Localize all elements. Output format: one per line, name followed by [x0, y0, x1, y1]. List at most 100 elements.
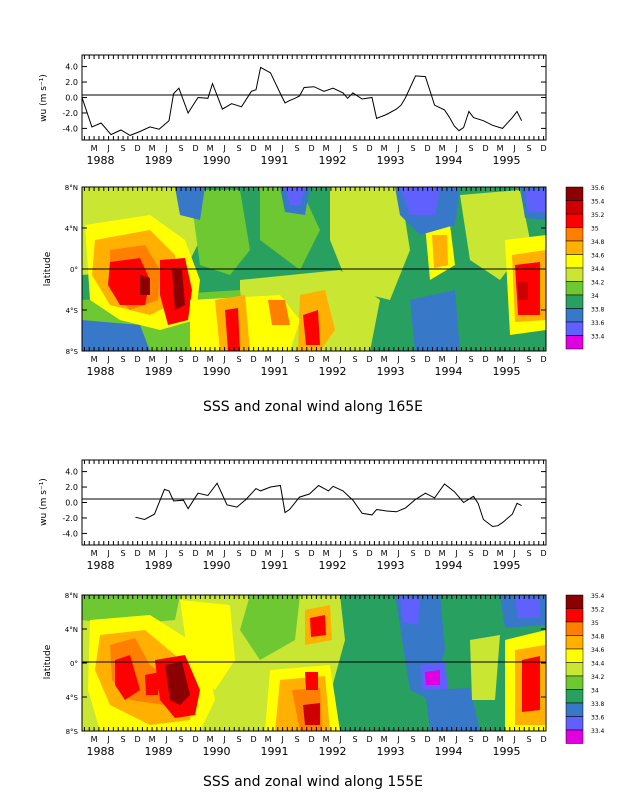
colorbar-label: 34.4	[591, 661, 605, 668]
month-tick-label: S	[295, 355, 300, 364]
year-tick-label: 1989	[145, 365, 173, 378]
month-tick-label: S	[527, 549, 532, 558]
month-tick-label: J	[512, 735, 515, 744]
contour-region	[305, 672, 318, 690]
month-tick-label: S	[121, 355, 126, 364]
latitude-tick-label: 8°N	[65, 184, 78, 192]
month-tick-label: J	[280, 735, 283, 744]
colorbar-label: 34	[591, 688, 599, 695]
contour-region	[522, 656, 540, 712]
month-tick-label: D	[366, 735, 372, 744]
month-tick-label: M	[91, 735, 98, 744]
year-tick-label: 1991	[261, 154, 289, 167]
y-tick-label: -2.0	[62, 109, 78, 118]
month-tick-label: J	[512, 549, 515, 558]
y-tick-label: -4.0	[62, 529, 78, 538]
colorbar-label: 35	[591, 226, 599, 233]
month-tick-label: M	[207, 735, 214, 744]
month-tick-label: J	[222, 735, 225, 744]
year-tick-label: 1988	[87, 154, 115, 167]
contour-region	[330, 187, 410, 300]
sss-heatmap-155e	[82, 595, 546, 731]
month-tick-label: J	[106, 735, 109, 744]
month-tick-label: D	[192, 735, 198, 744]
month-tick-label: S	[411, 735, 416, 744]
month-tick-label: J	[164, 355, 167, 364]
contour-region	[515, 598, 540, 618]
wind-y-axis-label: wu (m s⁻¹)	[39, 478, 49, 526]
month-tick-label: J	[512, 144, 515, 153]
colorbar-swatch	[565, 308, 584, 323]
month-tick-label: D	[308, 355, 314, 364]
month-tick-label: D	[308, 549, 314, 558]
month-tick-label: D	[134, 735, 140, 744]
month-tick-label: M	[381, 549, 388, 558]
month-tick-label: M	[149, 355, 156, 364]
colorbar-swatch	[565, 729, 584, 744]
month-tick-label: S	[179, 144, 184, 153]
month-tick-label: S	[353, 549, 358, 558]
colorbar-swatch	[565, 294, 584, 309]
colorbar-label: 35.6	[591, 185, 605, 192]
month-tick-label: M	[497, 549, 504, 558]
contour-region	[400, 598, 420, 625]
colorbar-label: 34.8	[591, 239, 605, 246]
month-tick-label: S	[353, 735, 358, 744]
colorbar-swatch	[565, 254, 584, 269]
month-tick-label: S	[469, 144, 474, 153]
year-tick-label: 1990	[203, 365, 231, 378]
month-tick-label: M	[207, 549, 214, 558]
year-tick-label: 1995	[493, 745, 521, 758]
month-tick-label: D	[192, 549, 198, 558]
month-tick-label: S	[353, 144, 358, 153]
colorbar-label: 35.2	[591, 212, 605, 219]
year-tick-label: 1991	[261, 365, 289, 378]
colorbar-label: 34	[591, 293, 599, 300]
month-tick-label: S	[353, 355, 358, 364]
contour-region	[140, 275, 150, 295]
month-tick-label: M	[497, 355, 504, 364]
month-tick-label: M	[91, 355, 98, 364]
y-tick-label: 0.0	[65, 94, 78, 103]
month-tick-label: S	[527, 735, 532, 744]
month-tick-label: M	[381, 144, 388, 153]
month-tick-label: J	[280, 355, 283, 364]
month-tick-label: M	[381, 355, 388, 364]
contour-region	[82, 320, 150, 351]
colorbar-label: 34.8	[591, 634, 605, 641]
latitude-tick-label: 4°N	[65, 225, 78, 233]
month-tick-label: S	[527, 144, 532, 153]
year-tick-label: 1989	[145, 154, 173, 167]
year-tick-label: 1992	[319, 154, 347, 167]
year-tick-label: 1994	[435, 559, 463, 572]
month-tick-label: M	[439, 144, 446, 153]
month-tick-label: M	[497, 144, 504, 153]
month-tick-label: D	[540, 355, 546, 364]
contour-region	[225, 308, 240, 351]
month-tick-label: J	[512, 355, 515, 364]
month-tick-label: M	[497, 735, 504, 744]
colorbar-label: 35	[591, 620, 599, 627]
month-tick-label: D	[482, 144, 488, 153]
month-tick-label: M	[439, 549, 446, 558]
month-tick-label: J	[280, 144, 283, 153]
colorbar-swatch	[565, 186, 584, 201]
wind-plot-frame	[81, 459, 547, 546]
latitude-tick-label: 4°S	[66, 694, 79, 702]
month-tick-label: D	[424, 549, 430, 558]
contour-region	[268, 300, 290, 325]
year-tick-label: 1993	[377, 154, 405, 167]
year-tick-label: 1991	[261, 745, 289, 758]
colorbar-swatch	[565, 335, 584, 350]
colorbar-label: 33.6	[591, 320, 605, 327]
year-tick-label: 1988	[87, 365, 115, 378]
month-tick-label: M	[265, 549, 272, 558]
y-tick-label: 4.0	[65, 468, 78, 477]
year-tick-label: 1992	[319, 745, 347, 758]
year-tick-label: 1994	[435, 365, 463, 378]
month-tick-label: M	[207, 355, 214, 364]
contour-region	[525, 190, 545, 212]
month-tick-label: J	[222, 549, 225, 558]
y-tick-label: 4.0	[65, 63, 78, 72]
